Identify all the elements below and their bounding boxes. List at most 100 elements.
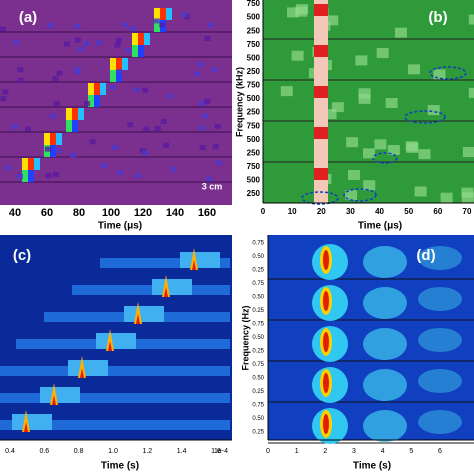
speck xyxy=(202,113,209,119)
tile xyxy=(462,147,474,158)
blob xyxy=(418,369,462,393)
annotation-ellipse xyxy=(301,191,339,205)
hot xyxy=(314,45,328,57)
x-tick-label: 20 xyxy=(317,207,326,216)
speck xyxy=(204,35,211,41)
heatmaps xyxy=(0,0,474,444)
y-tick-label: 0.25 xyxy=(252,389,264,395)
y-tick-label: 750 xyxy=(247,162,261,171)
block xyxy=(50,133,56,145)
x-tick-label: 100 xyxy=(102,207,120,219)
blob xyxy=(418,328,462,352)
hot xyxy=(314,4,328,16)
speck xyxy=(53,100,60,106)
peak xyxy=(108,341,112,351)
speck xyxy=(133,87,140,93)
peak xyxy=(162,275,170,297)
speck xyxy=(2,89,9,95)
x-tick-label: 1.2 xyxy=(142,448,152,455)
speck xyxy=(55,148,62,154)
x-tick-label: 5 xyxy=(409,448,413,455)
band xyxy=(12,414,52,430)
speck xyxy=(83,41,90,47)
tile xyxy=(358,88,371,99)
panel-label: (c) xyxy=(13,247,31,264)
blob xyxy=(323,414,329,434)
block xyxy=(132,33,138,45)
tile xyxy=(394,27,407,38)
block xyxy=(72,120,78,132)
block xyxy=(94,95,100,107)
tile xyxy=(418,149,431,160)
peak xyxy=(106,329,114,351)
y-tick-label: 0.50 xyxy=(252,254,264,260)
speck xyxy=(100,162,107,168)
x-tick-label: 60 xyxy=(41,207,53,219)
y-tick-label: 0.75 xyxy=(252,322,264,328)
band xyxy=(0,366,230,376)
band xyxy=(96,333,136,349)
speck xyxy=(56,70,63,76)
speck xyxy=(207,22,214,28)
block xyxy=(88,95,94,107)
block xyxy=(138,45,144,57)
speck xyxy=(199,101,206,107)
blob xyxy=(363,410,407,442)
panel-label: (a) xyxy=(19,9,37,26)
x-axis-label: Time (s) xyxy=(353,461,391,472)
speck xyxy=(63,41,70,47)
block xyxy=(50,145,56,157)
y-tick-label: 500 xyxy=(247,94,261,103)
blob xyxy=(363,328,407,360)
speck xyxy=(17,67,24,73)
speck xyxy=(142,87,149,93)
annotation-ellipse xyxy=(429,66,467,80)
y-tick-label: 0.25 xyxy=(252,308,264,314)
x-exponent: 1e-4 xyxy=(214,448,228,455)
speck xyxy=(53,171,60,177)
panel-label: (b) xyxy=(428,9,447,26)
y-tick-label: 250 xyxy=(247,108,261,117)
block xyxy=(28,158,34,170)
tile xyxy=(326,15,339,26)
block xyxy=(66,120,72,132)
tile xyxy=(433,69,446,80)
peak xyxy=(50,383,58,405)
blob xyxy=(418,246,462,270)
speck xyxy=(17,77,24,83)
speck xyxy=(13,39,20,45)
speck xyxy=(74,67,81,73)
speck xyxy=(154,126,161,132)
blob xyxy=(363,369,407,401)
x-tick-label: 1 xyxy=(295,448,299,455)
peak xyxy=(164,287,168,297)
scale-note: 3 cm xyxy=(202,181,223,191)
speck xyxy=(199,145,206,151)
speck xyxy=(115,37,122,43)
tile xyxy=(414,186,427,197)
speck xyxy=(77,46,84,52)
speck xyxy=(160,118,167,124)
tile xyxy=(468,87,474,98)
blob xyxy=(323,250,329,270)
speck xyxy=(45,173,52,179)
annotation-ellipse xyxy=(343,188,377,202)
x-tick-label: 4 xyxy=(381,448,385,455)
speck xyxy=(204,98,211,104)
speck xyxy=(215,160,222,166)
y-tick-label: 500 xyxy=(247,135,261,144)
peak xyxy=(192,260,196,270)
speck xyxy=(44,146,51,152)
peak xyxy=(134,302,142,324)
y-tick-label: 750 xyxy=(247,40,261,49)
speck xyxy=(214,123,221,129)
block xyxy=(132,45,138,57)
speck xyxy=(5,165,12,171)
speck xyxy=(197,61,204,67)
x-tick-label: 60 xyxy=(433,207,442,216)
y-axis-label: Frequency (Hz) xyxy=(240,305,250,370)
x-tick-label: 30 xyxy=(346,207,355,216)
annotation-ellipse xyxy=(372,152,398,164)
y-tick-label: 750 xyxy=(247,81,261,90)
